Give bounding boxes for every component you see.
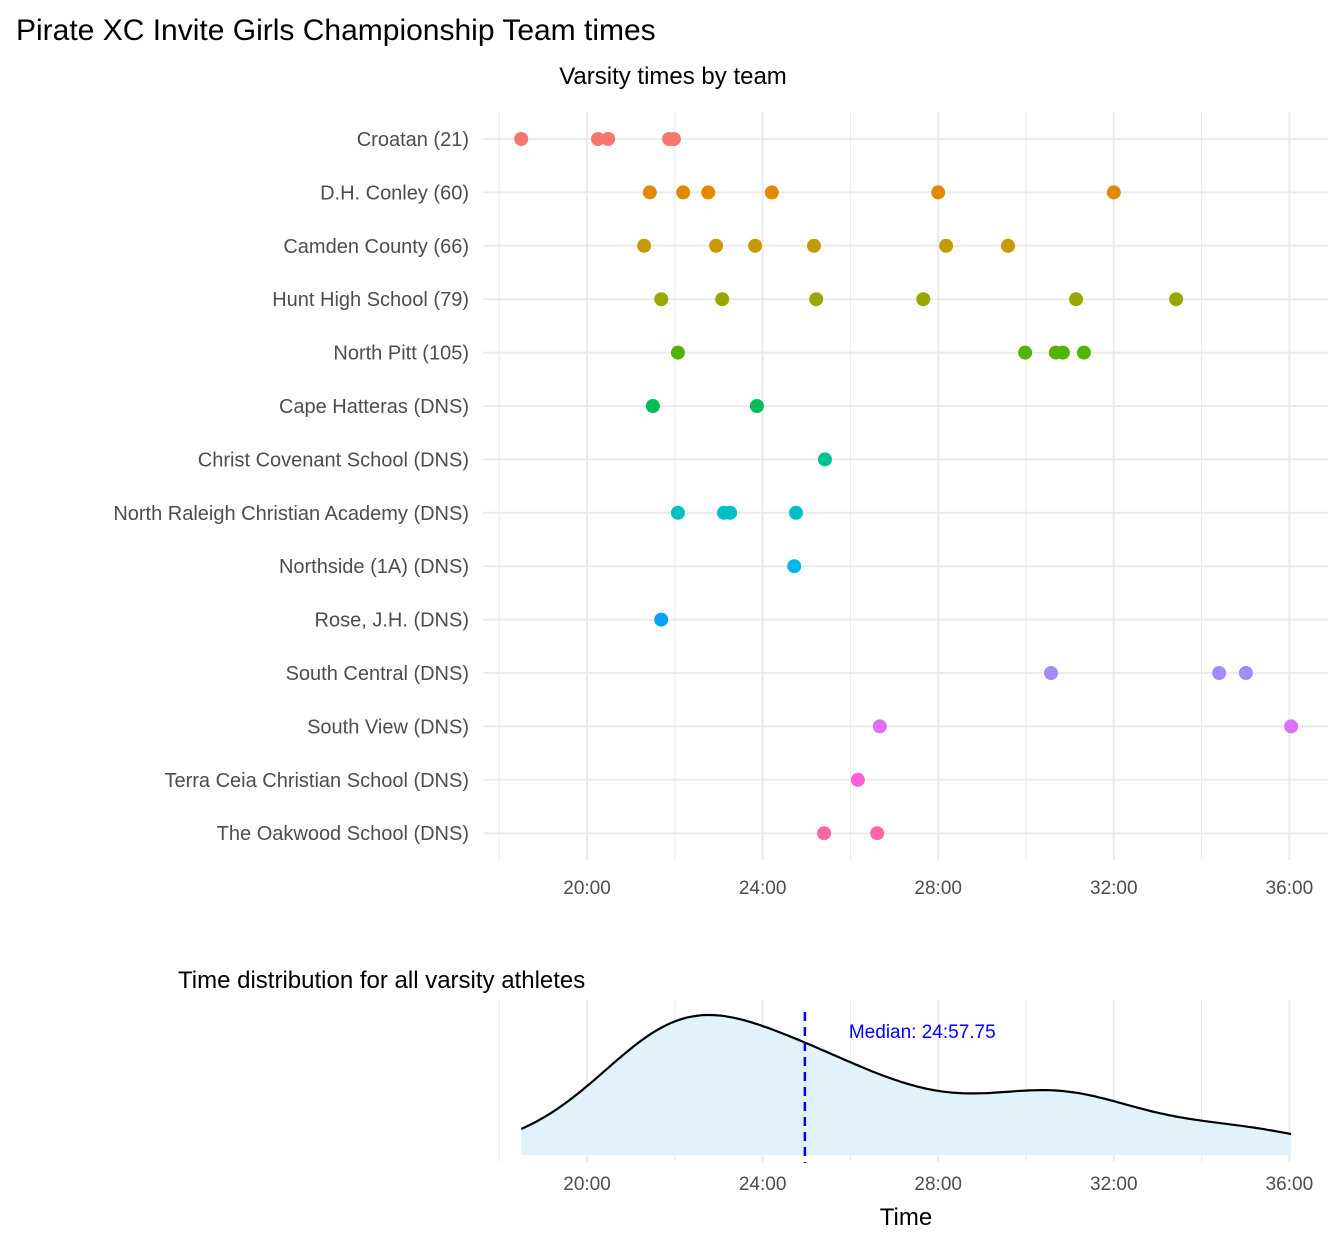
team-label: Croatan (21) — [357, 129, 469, 151]
athlete-point — [715, 292, 730, 307]
athlete-point — [637, 238, 652, 253]
athlete-point — [764, 185, 779, 200]
density-x-tick-labels: 20:00 24:00 28:00 32:00 36:00 — [563, 1174, 1313, 1195]
density-x-axis-label: Time — [880, 1204, 932, 1231]
chart-title: Pirate XC Invite Girls Championship Team… — [16, 14, 656, 47]
density-fill — [521, 1015, 1292, 1155]
athlete-point — [514, 132, 529, 146]
athlete-point — [654, 292, 669, 307]
athlete-point — [670, 345, 685, 360]
team-label: South View (DNS) — [307, 716, 469, 738]
x-tick-label: 36:00 — [1266, 1174, 1314, 1195]
athlete-point — [931, 185, 946, 200]
athlete-point — [787, 559, 802, 574]
athlete-point — [723, 505, 738, 520]
athlete-point — [1018, 345, 1033, 360]
chart-subtitle: Varsity times by team — [559, 63, 787, 90]
density-area: Median: 24:57.75 — [520, 1012, 1292, 1163]
athlete-point — [872, 719, 887, 734]
athlete-point — [817, 452, 832, 467]
x-tick-label: 24:00 — [739, 1174, 787, 1195]
team-label: Camden County (66) — [283, 236, 469, 258]
team-label: North Raleigh Christian Academy (DNS) — [113, 503, 469, 525]
team-label: North Pitt (105) — [333, 343, 469, 365]
x-tick-label: 32:00 — [1090, 878, 1138, 899]
athlete-point — [676, 185, 691, 200]
athlete-point — [591, 132, 606, 146]
athlete-point — [645, 399, 660, 413]
density-curve — [520, 1013, 1292, 1136]
athlete-point — [1106, 185, 1121, 200]
athlete-point — [666, 132, 681, 146]
team-label: D.H. Conley (60) — [320, 182, 469, 204]
top-x-tick-labels: 20:00 24:00 28:00 32:00 36:00 — [563, 878, 1313, 899]
athlete-point — [1076, 345, 1091, 360]
top-gridlines — [498, 112, 1291, 860]
team-label: South Central (DNS) — [286, 663, 469, 685]
athlete-point — [788, 505, 803, 520]
median-label: Median: 24:57.75 — [849, 1022, 996, 1043]
athlete-point — [601, 132, 616, 146]
athlete-point — [806, 238, 821, 253]
top-rows: Croatan (21) D.H. Conley (60) Camden Count… — [113, 129, 1328, 845]
athlete-point — [1000, 238, 1015, 253]
athlete-point — [701, 185, 716, 200]
team-label: Cape Hatteras (DNS) — [279, 396, 469, 418]
athlete-point — [709, 238, 724, 253]
team-label: Rose, J.H. (DNS) — [315, 610, 469, 632]
x-tick-label: 32:00 — [1090, 1174, 1138, 1195]
athlete-point — [1044, 666, 1059, 680]
athlete-point — [916, 292, 931, 307]
x-tick-label: 20:00 — [563, 878, 611, 899]
athlete-point — [850, 772, 865, 787]
athlete-point — [1169, 292, 1184, 307]
team-label: The Oakwood School (DNS) — [217, 823, 469, 845]
athlete-point — [1238, 666, 1253, 680]
athlete-point — [939, 238, 954, 253]
x-tick-label: 24:00 — [739, 878, 787, 899]
athlete-point — [670, 505, 685, 520]
x-tick-label: 20:00 — [563, 1174, 611, 1195]
athlete-point — [654, 612, 669, 627]
team-label: Northside (1A) (DNS) — [279, 556, 469, 578]
athlete-point — [1212, 666, 1227, 680]
athlete-point — [870, 826, 885, 841]
athlete-point — [1055, 345, 1070, 360]
x-tick-label: 36:00 — [1266, 878, 1314, 899]
x-tick-label: 28:00 — [914, 1174, 962, 1195]
athlete-point — [809, 292, 824, 307]
athlete-point — [749, 399, 764, 413]
athlete-point — [1284, 719, 1299, 734]
athlete-point — [748, 238, 763, 253]
athlete-point — [817, 826, 832, 841]
team-label: Christ Covenant School (DNS) — [198, 449, 469, 471]
density-title: Time distribution for all varsity athlet… — [178, 967, 585, 994]
team-label: Hunt High School (79) — [272, 289, 469, 311]
x-tick-label: 28:00 — [914, 878, 962, 899]
athlete-point — [1069, 292, 1084, 307]
team-label: Terra Ceia Christian School (DNS) — [164, 770, 469, 792]
athlete-point — [642, 185, 657, 200]
